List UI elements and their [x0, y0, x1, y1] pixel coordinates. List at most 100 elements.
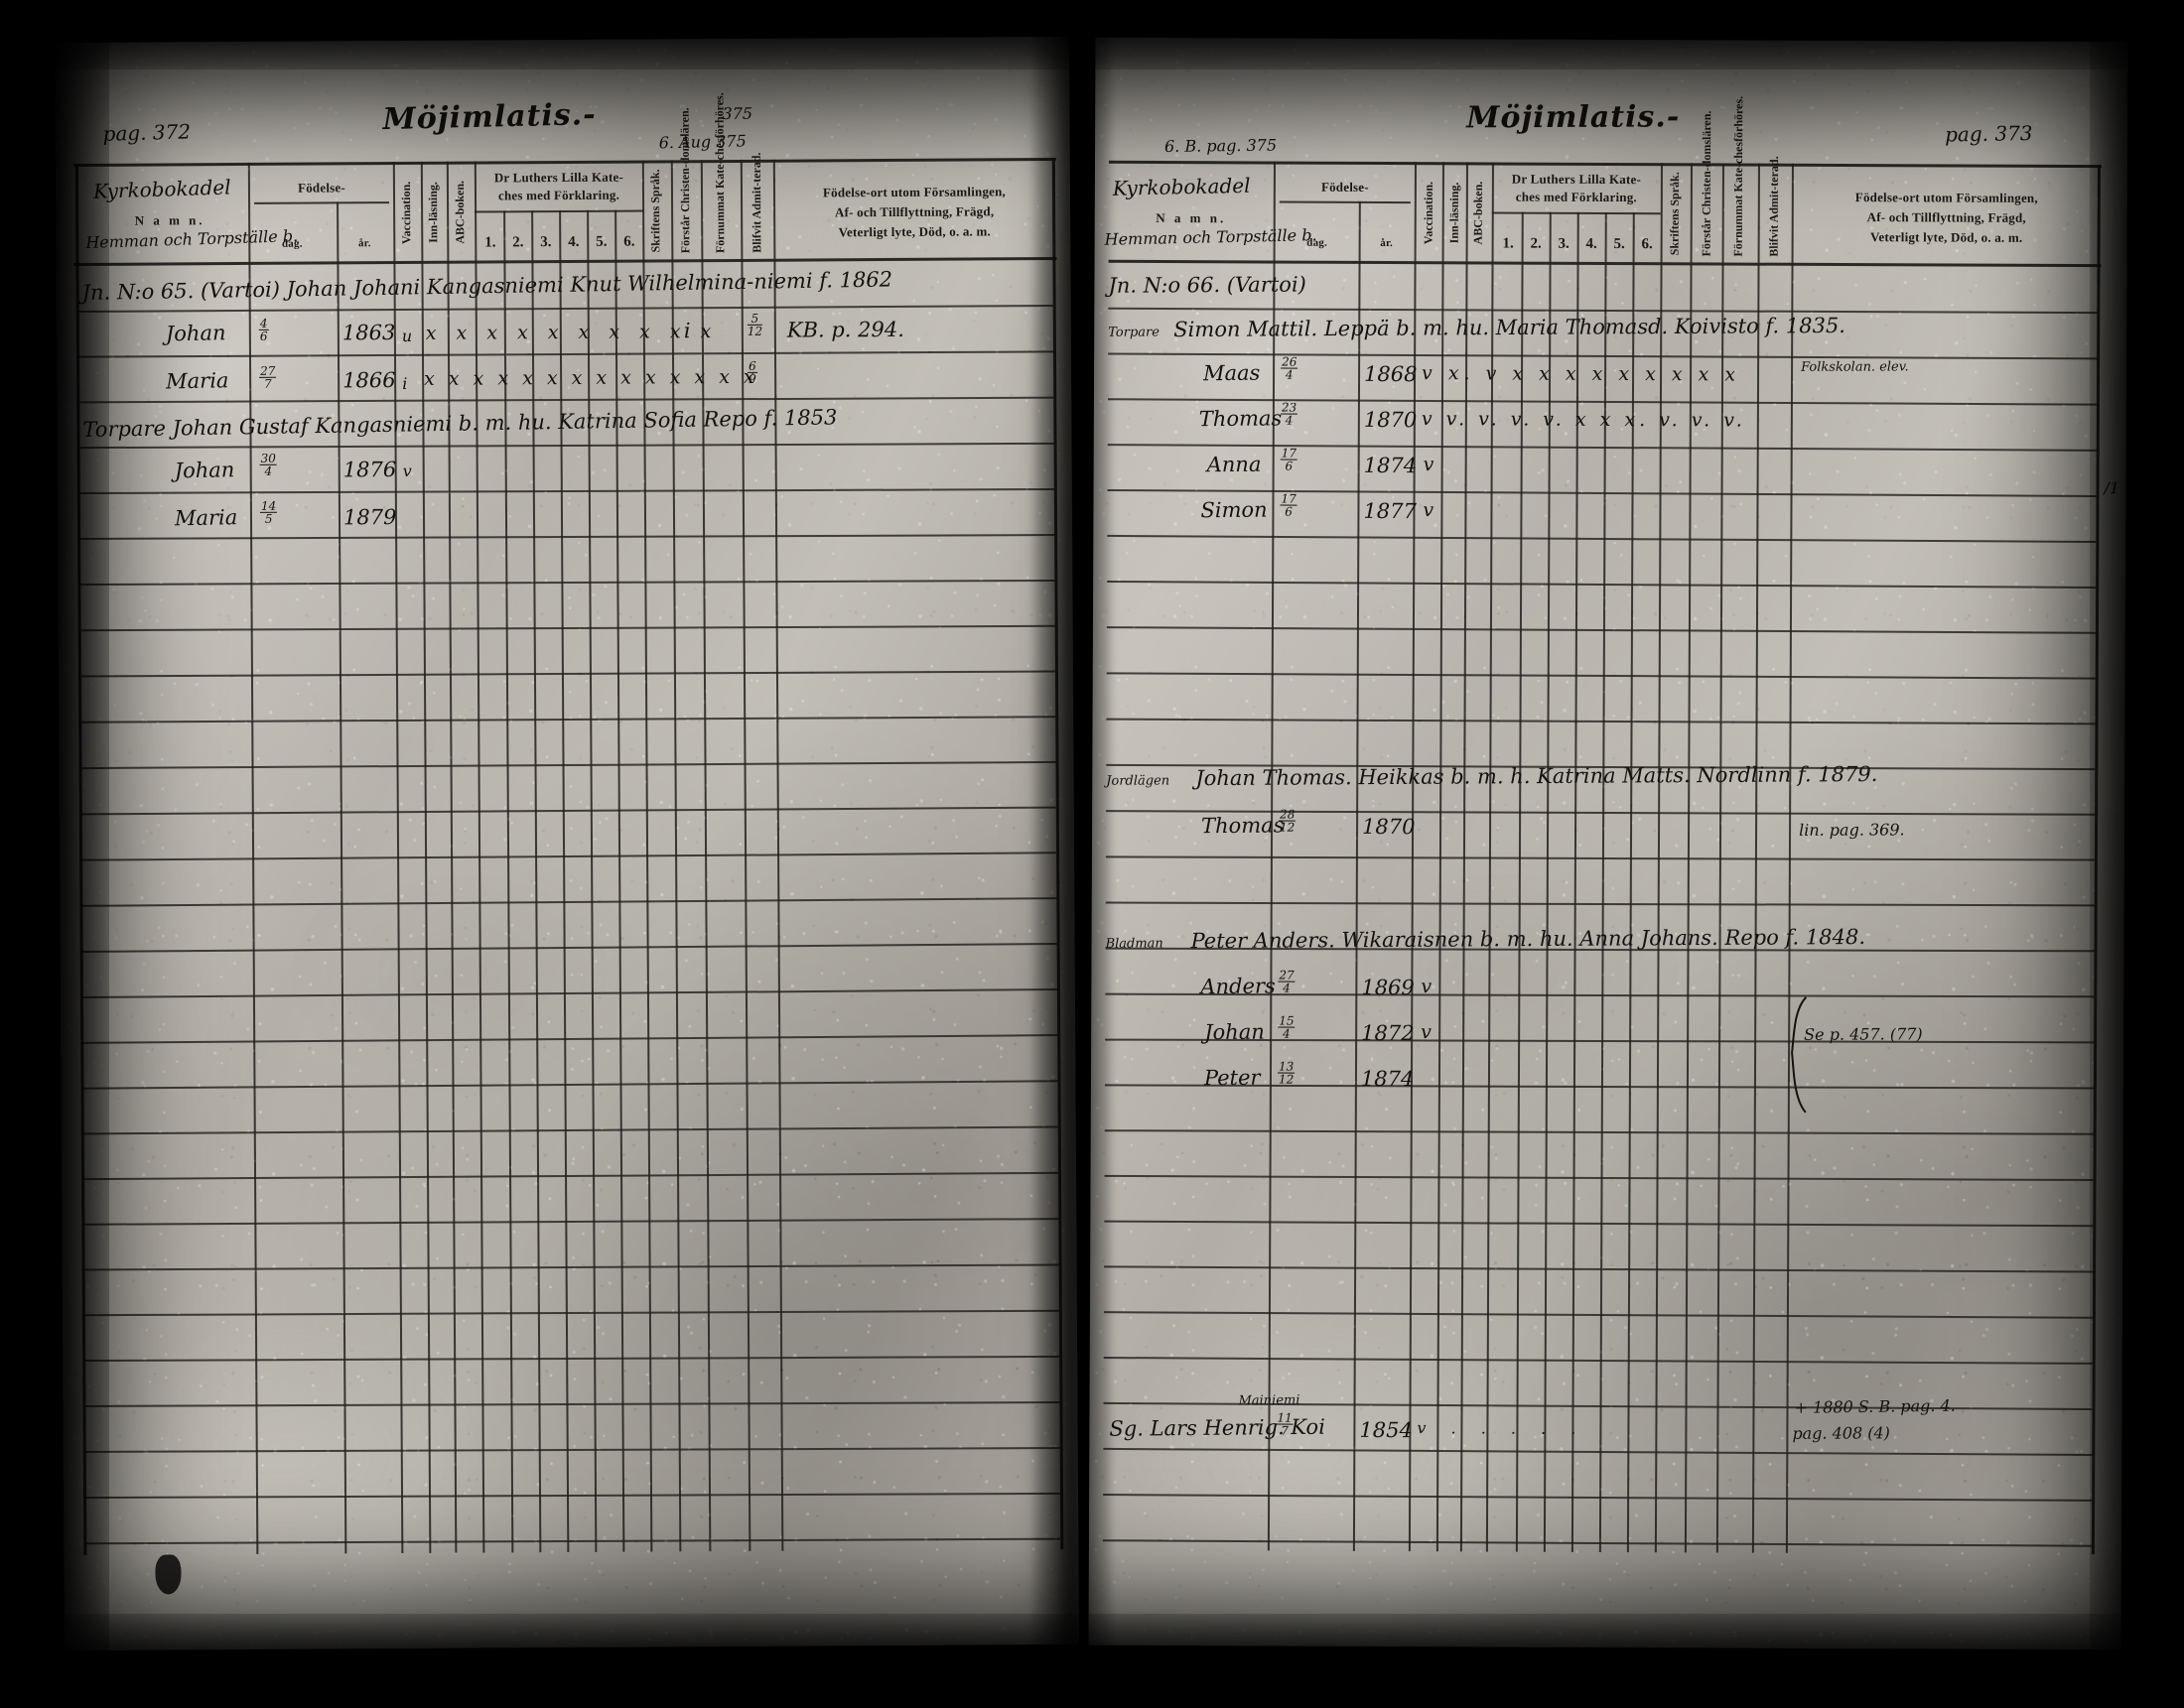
row-line — [78, 716, 1056, 723]
row-line — [77, 534, 1055, 540]
r-m5-name: Thomas — [1200, 813, 1285, 839]
r-m2-year: 1870 — [1363, 407, 1418, 433]
col-divider-birth — [392, 162, 396, 262]
row-line — [1104, 1265, 2094, 1273]
left-member-1-admit-frac: 5 12 — [747, 312, 762, 338]
r-m2-marks: v v. v. v. v. x x x. v. v. v. — [1421, 408, 1746, 432]
abc-boken-header: ABC-boken. — [452, 180, 468, 244]
row-line — [1105, 901, 2095, 907]
r-m3-name: Anna — [1206, 452, 1262, 477]
r-notes-header-line2: Af- och Tillflyttning, Frägd, — [1866, 209, 2026, 225]
r-m2-month: 4 — [1285, 413, 1294, 428]
right-table-top-border — [1108, 160, 2102, 169]
photo-edge-left — [0, 0, 109, 1708]
r-catechism-header-line2: ches med Förklaring. — [1515, 189, 1637, 205]
r-name-header-printed: N a m n. — [1156, 210, 1227, 226]
row-line — [79, 942, 1057, 954]
photo-edge-top — [0, 0, 2184, 69]
row-line — [1104, 1129, 2094, 1135]
row-line — [81, 1309, 1059, 1317]
bottom-entry-year: 1854 — [1359, 1417, 1413, 1443]
col-divider-admit — [772, 159, 776, 259]
name-header-script: Kyrkobokadel — [92, 175, 231, 203]
r-m7-name: Johan — [1204, 1019, 1265, 1045]
r-m4-name: Simon — [1200, 497, 1268, 523]
r-m3-marks: v — [1423, 454, 1441, 476]
blifvit-admitterad-header: Blifvit Admit-terad. — [749, 152, 764, 253]
birth-group-header: Födelse- — [298, 180, 345, 196]
r-m5-note: lin. pag. 369. — [1799, 820, 1905, 840]
row-line — [1108, 307, 2098, 315]
left-m2-admit-bot: 9 — [749, 372, 756, 387]
right-household-3: Peter Anders. Wikaraisnen b. m. hu. Anna… — [1190, 925, 1866, 954]
left-member-1-name: Johan — [165, 321, 226, 346]
left-page-number: pag. 372 — [102, 119, 192, 146]
row-line — [79, 852, 1057, 861]
row-line — [1106, 672, 2096, 680]
r-m5-year: 1870 — [1362, 814, 1416, 840]
r-m8-birthdate: 13 12 — [1277, 1060, 1296, 1087]
right-household-2-prefix: Jordlägen — [1106, 773, 1170, 789]
left-top-note-2: 375 — [722, 103, 753, 124]
r-m7-marks: v — [1421, 1021, 1438, 1044]
book-gutter-shadow — [1032, 30, 1112, 1657]
r-m7-note: Se p. 457. (77) — [1804, 1024, 1923, 1044]
r-cat-num-1: 1. — [1502, 235, 1514, 252]
r-m4-birthdate: 17 6 — [1280, 492, 1297, 519]
r-col-inn — [1465, 162, 1468, 262]
r-catechism-header-line1: Dr Luthers Lilla Kate- — [1511, 171, 1642, 188]
left-member-2-prefix-mark: i — [402, 373, 408, 394]
r-m3-birthdate: 17 6 — [1280, 447, 1298, 473]
register-title-right: Möjimlatis.- — [1466, 99, 1681, 136]
left-member-4-year: 1879 — [342, 505, 397, 530]
left-household-2: Torpare Johan Gustaf Kangasniemi b. m. h… — [82, 405, 838, 442]
r-col-name — [1273, 161, 1276, 261]
r-m6-birthdate: 27 4 — [1278, 969, 1296, 995]
r-m8-name: Peter — [1203, 1065, 1261, 1091]
r-body-rule-sprak — [1684, 262, 1693, 1553]
r-m4-year: 1877 — [1363, 498, 1417, 524]
catechism-header-line2: ches med Förklaring. — [497, 187, 620, 203]
row-line — [1107, 488, 2097, 497]
r-m4-marks: v — [1423, 499, 1441, 522]
left-page: pag. 372 Möjimlatis.- 6. Aug 375 375 Kyr… — [55, 36, 1079, 1651]
bottom-month: 7 — [1281, 1423, 1289, 1438]
row-line — [82, 1355, 1060, 1363]
left-member-3-birthdate: 30 4 — [259, 452, 277, 478]
r-m1-month: 4 — [1285, 367, 1294, 382]
r-body-rule-katekes — [1751, 262, 1760, 1553]
r-abc-boken-header: ABC-boken. — [1470, 181, 1485, 245]
col-divider-katekes — [740, 159, 744, 259]
r-body-rule-forstar — [1715, 262, 1724, 1553]
katekesforhor-header: Förnummat Kate-chesförhöres. — [712, 92, 728, 254]
r-col-c6 — [1660, 163, 1663, 263]
forstar-christendom-header: Förstår Christen-domslären. — [677, 107, 693, 254]
r-col-forstar — [1721, 163, 1724, 263]
col-divider-innanlasning — [446, 161, 450, 261]
left-member-1-admit: i — [683, 319, 691, 343]
left-member-2-name: Maria — [165, 368, 229, 394]
r-body-rule-admit — [1785, 262, 1794, 1553]
r-m2-name: Thomas — [1198, 406, 1283, 432]
r-cat-num-4: 4. — [1585, 235, 1597, 252]
row-line — [75, 350, 1053, 358]
row-line — [1104, 1174, 2094, 1182]
birth-day-header: dag. — [281, 237, 303, 250]
row-line — [1103, 1494, 2093, 1502]
catechism-num-5: 5. — [596, 233, 608, 250]
r-m1-year: 1868 — [1364, 361, 1418, 387]
row-line — [81, 1263, 1059, 1271]
row-line — [1103, 1311, 2093, 1319]
r-m7-birthdate: 15 4 — [1278, 1014, 1296, 1041]
note-brace — [1791, 996, 1808, 1114]
page-blotch — [155, 1554, 182, 1595]
r-catechism-underline — [1491, 211, 1661, 215]
r-m6-marks: v — [1421, 976, 1439, 998]
left-member-2-marks: x x x x x x x x x x x x x x — [424, 365, 758, 390]
catechism-header-line1: Dr Luthers Lilla Kate- — [493, 169, 624, 186]
right-section-label: Jn. N:o 66. (Vartoi) — [1108, 272, 1306, 298]
r-body-rule-c6 — [1654, 262, 1663, 1553]
r-m6-month: 4 — [1283, 981, 1291, 995]
left-member-3-year: 1876 — [342, 458, 397, 482]
register-title-left: Möjimlatis.- — [382, 97, 597, 138]
